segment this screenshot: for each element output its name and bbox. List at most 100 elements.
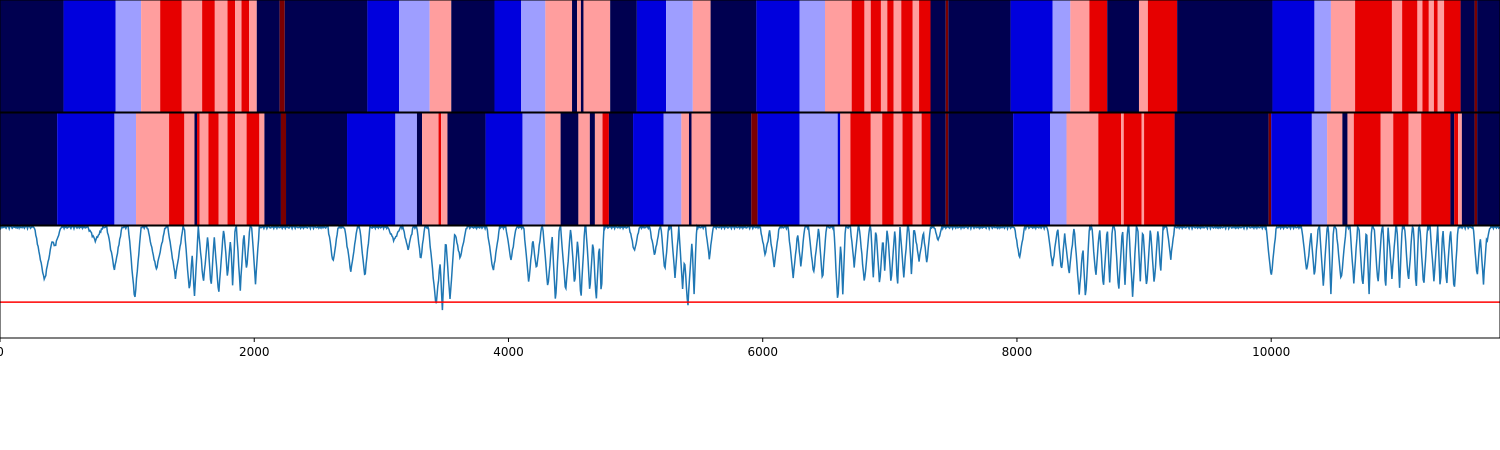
middle-band-segment-7 (197, 113, 200, 225)
panel-frame-bottom (0, 225, 1500, 339)
middle-band-segment-28 (560, 113, 579, 225)
middle-band-segment-40 (751, 113, 758, 225)
top-band-segment-29 (692, 0, 711, 112)
middle-band-segment-61 (1141, 113, 1145, 225)
middle-band-segment-9 (208, 113, 219, 225)
middle-band-segment-19 (395, 113, 417, 225)
middle-band-segment-15 (264, 113, 281, 225)
middle-band-segment-4 (169, 113, 185, 225)
middle-band-segment-77 (1458, 113, 1462, 225)
x-tick-label-5: 10000 (1252, 345, 1290, 359)
top-band-segment-28 (666, 0, 693, 112)
middle-band-segment-36 (681, 113, 689, 225)
top-band-segment-62 (1428, 0, 1434, 112)
middle-band-segment-57 (1066, 113, 1099, 225)
top-band-segment-11 (249, 0, 257, 112)
top-band-segment-21 (545, 0, 573, 112)
middle-band-segment-73 (1408, 113, 1422, 225)
top-band-segment-15 (367, 0, 400, 112)
top-band-segment-44 (945, 0, 949, 112)
top-band-segment-6 (202, 0, 215, 112)
middle-band-segment-20 (416, 113, 423, 225)
top-band-segment-16 (399, 0, 430, 112)
top-band-segment-34 (851, 0, 865, 112)
top-band-segment-35 (864, 0, 871, 112)
top-band-segment-68 (1477, 0, 1500, 112)
top-band-segment-56 (1330, 0, 1356, 112)
middle-band-segment-37 (688, 113, 692, 225)
top-band-segment-37 (880, 0, 888, 112)
middle-band-segment-42 (799, 113, 838, 225)
top-band-segment-58 (1391, 0, 1403, 112)
top-band-segment-50 (1107, 0, 1139, 112)
middle-band-segment-55 (1013, 113, 1050, 225)
top-band-segment-41 (912, 0, 920, 112)
state-band-top (0, 0, 1500, 112)
top-band-segment-65 (1444, 0, 1461, 112)
middle-band-segment-69 (1347, 113, 1354, 225)
middle-band-segment-62 (1144, 113, 1175, 225)
middle-band-segment-58 (1098, 113, 1122, 225)
middle-band-segment-56 (1050, 113, 1067, 225)
top-band-segment-67 (1474, 0, 1478, 112)
middle-band-segment-5 (184, 113, 195, 225)
middle-band-segment-74 (1421, 113, 1451, 225)
middle-band-segment-18 (347, 113, 396, 225)
top-band-segment-36 (870, 0, 881, 112)
signal-line-panel (0, 223, 1500, 311)
top-band-segment-64 (1437, 0, 1445, 112)
middle-band-segment-24 (447, 113, 486, 225)
top-band-segment-31 (756, 0, 800, 112)
middle-band-segment-50 (912, 113, 922, 225)
x-tick-label-2: 4000 (493, 345, 524, 359)
middle-band-segment-70 (1353, 113, 1381, 225)
middle-band-segment-63 (1174, 113, 1269, 225)
middle-band-segment-35 (663, 113, 682, 225)
x-axis: 0 2000 4000 6000 8000 10000 (0, 338, 1290, 359)
middle-band-segment-22 (438, 113, 442, 225)
top-band-segment-19 (494, 0, 522, 112)
top-band-segment-59 (1402, 0, 1418, 112)
top-band-segment-24 (580, 0, 584, 112)
top-band-segment-17 (429, 0, 452, 112)
middle-band-segment-39 (710, 113, 752, 225)
middle-band-segment-14 (259, 113, 265, 225)
middle-band-segment-12 (235, 113, 247, 225)
top-band-segment-9 (235, 0, 242, 112)
middle-band-segment-43 (837, 113, 841, 225)
panel-frame-middle (0, 112, 1500, 226)
middle-band-segment-54 (948, 113, 1014, 225)
middle-band-segment-0 (0, 113, 58, 225)
middle-band-segment-2 (114, 113, 137, 225)
top-band-segment-20 (521, 0, 546, 112)
top-band-segment-61 (1422, 0, 1429, 112)
middle-band-segment-34 (633, 113, 664, 225)
middle-band-segment-3 (136, 113, 170, 225)
middle-band-segment-65 (1271, 113, 1312, 225)
middle-band-segment-53 (945, 113, 949, 225)
x-tick-label-0: 0 (0, 345, 4, 359)
middle-band-segment-60 (1123, 113, 1142, 225)
middle-band-segment-76 (1454, 113, 1459, 225)
middle-band-segment-23 (441, 113, 448, 225)
middle-band-segment-30 (589, 113, 595, 225)
middle-band-segment-41 (757, 113, 800, 225)
top-band-segment-39 (893, 0, 902, 112)
middle-band-segment-26 (522, 113, 546, 225)
middle-band-segment-33 (608, 113, 634, 225)
top-band-segment-25 (583, 0, 611, 112)
middle-band-segment-25 (485, 113, 523, 225)
middle-band-segment-38 (691, 113, 711, 225)
top-band-segment-38 (887, 0, 894, 112)
top-band-segment-4 (160, 0, 182, 112)
middle-band-segment-66 (1311, 113, 1328, 225)
middle-band-segment-27 (545, 113, 561, 225)
middle-band-segment-51 (921, 113, 931, 225)
middle-band-segment-49 (902, 113, 913, 225)
top-band-segment-22 (572, 0, 578, 112)
top-band-segment-40 (901, 0, 913, 112)
middle-band-segment-71 (1380, 113, 1394, 225)
x-tick-label-4: 8000 (1002, 345, 1033, 359)
top-band-segment-43 (930, 0, 946, 112)
